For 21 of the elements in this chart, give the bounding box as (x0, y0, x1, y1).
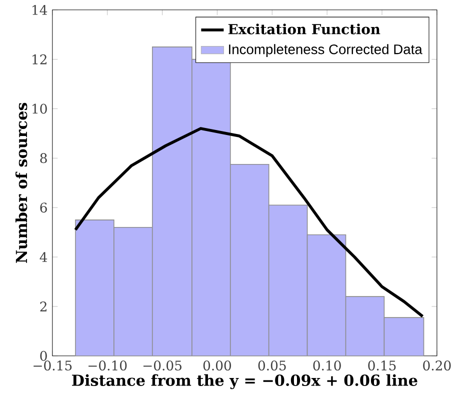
x-tick-label: 0.00 (203, 360, 232, 370)
y-tick-label: 0 (40, 350, 47, 361)
x-tick-label: −0.15 (34, 360, 72, 370)
y-tick-label: 4 (40, 252, 48, 262)
x-tick-label: −0.10 (88, 360, 127, 370)
x-tick-label: 0.05 (258, 360, 286, 370)
legend-label: Excitation Function (228, 24, 380, 34)
y-tick-label: 2 (40, 301, 46, 312)
x-tick-label: 0.10 (313, 360, 341, 370)
y-tick-label: 14 (32, 4, 48, 15)
y-tick-label: 10 (32, 104, 47, 114)
x-axis-title: Distance from the y = −0.09x + 0.06 line (72, 374, 418, 389)
x-tick-label: −0.05 (143, 360, 182, 370)
legend-label: Incompleteness Corrected Data (229, 44, 422, 57)
x-tick-label: 0.15 (368, 360, 396, 370)
x-tick-label: 0.20 (423, 360, 451, 370)
y-tick-label: 12 (32, 54, 46, 64)
y-tick-label: 8 (40, 152, 47, 163)
y-axis-title: Number of sources (15, 102, 28, 263)
y-tick-label: 6 (40, 202, 47, 212)
line-series (74, 126, 424, 318)
